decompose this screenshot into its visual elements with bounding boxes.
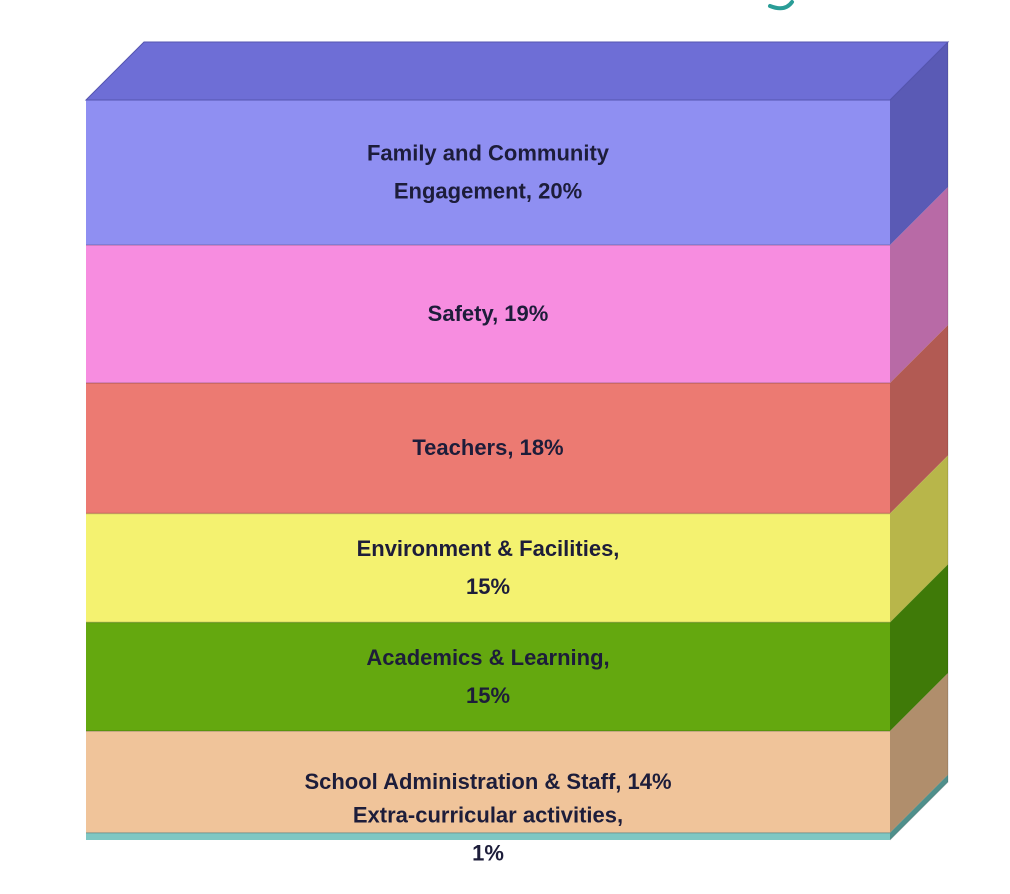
segment-label-line: Environment & Facilities, bbox=[357, 536, 620, 561]
segment-label-line: Engagement, 20% bbox=[394, 179, 582, 204]
bar-front-faces bbox=[86, 100, 890, 840]
segment-label-line: Extra-curricular activities, bbox=[353, 803, 623, 828]
segment-label-line: 1% bbox=[472, 841, 504, 866]
bar-side-extra-curricular-activities bbox=[890, 774, 948, 840]
bar-segment-family-and-community-engagement bbox=[86, 100, 890, 246]
bar-side-teachers bbox=[890, 324, 948, 514]
segment-label-line: 15% bbox=[466, 683, 510, 708]
bar-side-academics-learning bbox=[890, 564, 948, 732]
bar-segment-safety bbox=[86, 245, 890, 383]
segment-label-safety: Safety, 19% bbox=[428, 301, 549, 326]
segment-label-family-and-community-engagement: Family and Community Engagement, 20% bbox=[367, 141, 610, 204]
bar-segment-teachers bbox=[86, 382, 890, 514]
segment-label-school-administration-staff: School Administration & Staff, 14% bbox=[304, 769, 671, 794]
segment-label-line: Safety, 19% bbox=[428, 301, 549, 326]
segment-label-line: 15% bbox=[466, 574, 510, 599]
bar-side-safety bbox=[890, 187, 948, 383]
bar-segment-extra-curricular-activities bbox=[86, 832, 890, 840]
bar-side-environment-facilities bbox=[890, 455, 948, 623]
bar-segment-school-administration-staff bbox=[86, 731, 890, 833]
segment-label-academics-learning: Academics & Learning, 15% bbox=[366, 645, 609, 708]
segment-label-line: Teachers, 18% bbox=[412, 435, 563, 460]
segment-label-environment-facilities: Environment & Facilities, 15% bbox=[357, 536, 620, 599]
segment-label-extra-curricular-activities: Extra-curricular activities, 1% bbox=[353, 803, 623, 866]
accent-arc-decoration bbox=[768, 0, 794, 11]
bar-segment-academics-learning bbox=[86, 622, 890, 732]
bar-segment-environment-facilities bbox=[86, 513, 890, 623]
bar-top-face bbox=[84, 41, 950, 101]
segment-label-line: Academics & Learning, bbox=[366, 645, 609, 670]
bar-side-family-and-community-engagement bbox=[890, 42, 948, 246]
bar-top-face-shape bbox=[84, 41, 950, 101]
segment-label-line: Family and Community bbox=[367, 141, 610, 166]
bar-side-school-administration-staff bbox=[890, 673, 948, 833]
segment-labels: Family and Community Engagement, 20% Safet… bbox=[304, 141, 671, 866]
segment-label-line: School Administration & Staff, 14% bbox=[304, 769, 671, 794]
bar-side-faces bbox=[889, 40, 949, 841]
segment-label-teachers: Teachers, 18% bbox=[412, 435, 563, 460]
